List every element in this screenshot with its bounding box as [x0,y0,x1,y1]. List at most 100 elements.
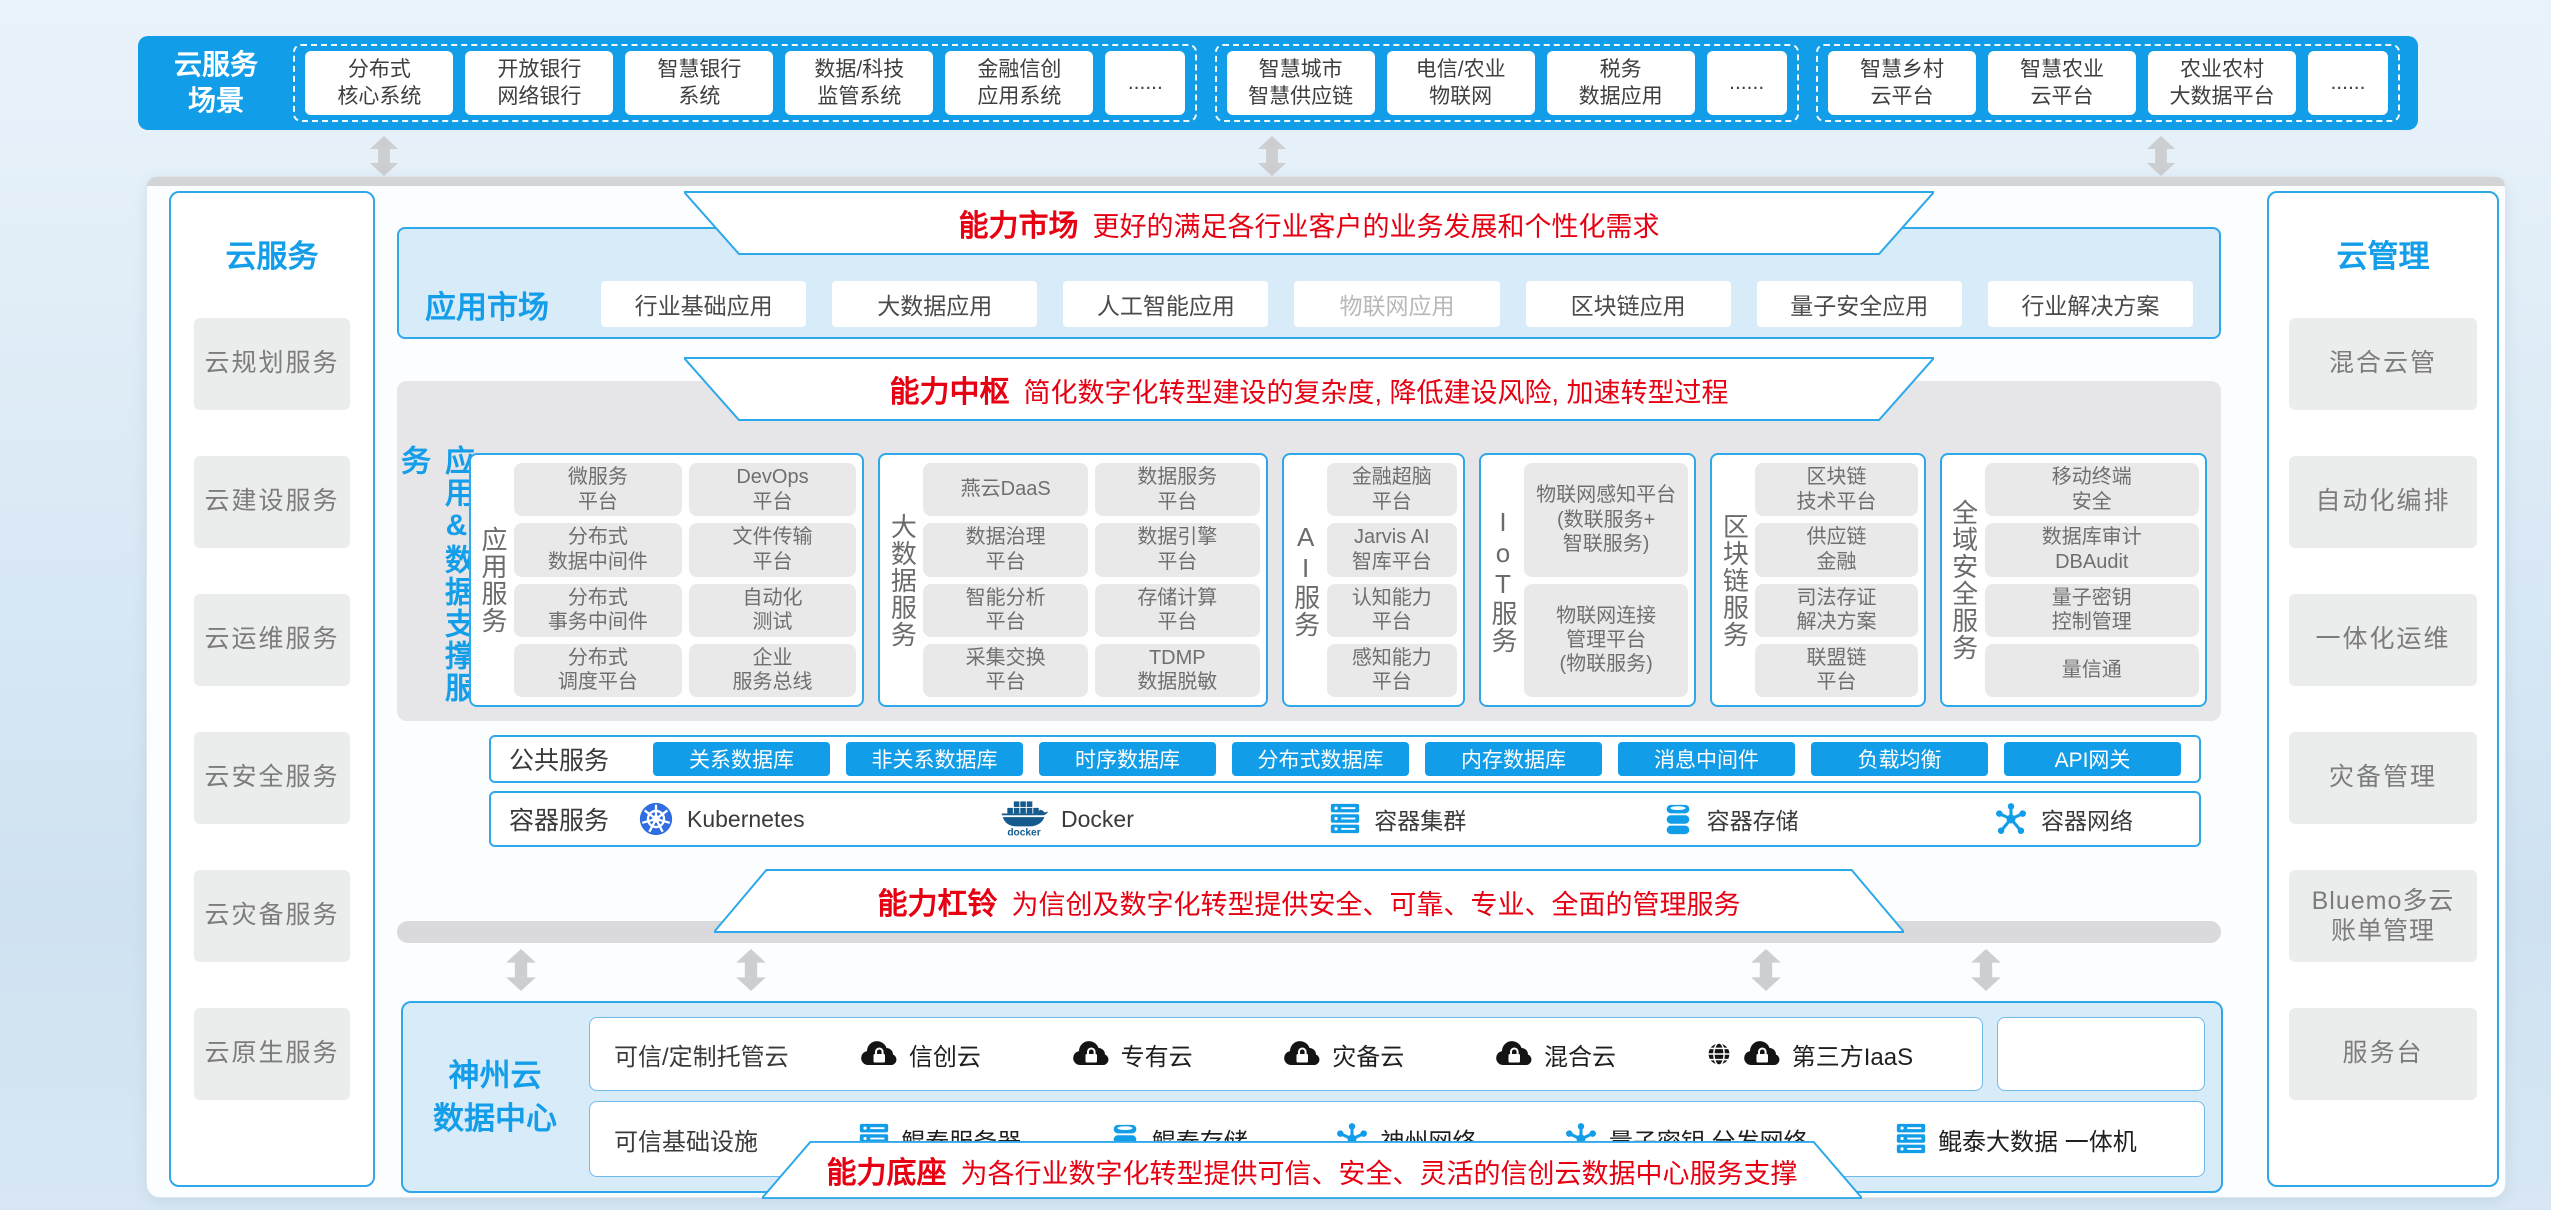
banner-desc: 为各行业数字化转型提供可信、安全、灵活的信创云数据中心服务支撑 [960,1159,1798,1189]
support-services-vertical-label: 应用&数据支撑服务 [396,445,473,704]
container-service-docker: Docker [999,799,1134,839]
public-service-pill: API网关 [2004,742,2181,776]
service-cell: 物联网感知平台 (数联服务+ 智联服务) [1523,463,1689,577]
scenario-chip: 税务 数据应用 [1546,51,1695,115]
managed-cloud-item: 信创云 [859,1037,981,1072]
service-cell-grid: 燕云DaaS 数据服务 平台 数据治理 平台 数据引擎 平台 智能分析 平台 存… [923,463,1260,697]
service-cell: 分布式 事务中间件 [514,583,682,637]
cloud-lock-icon [1742,1040,1782,1068]
service-cell-grid: 微服务 平台 DevOps 平台 分布式 数据中间件 文件传输 平台 分布式 事… [514,463,857,697]
service-cell-grid: 金融超脑 平台 Jarvis AI 智库平台 认知能力 平台 感知能力 平台 [1326,463,1457,697]
public-service-pill: 消息中间件 [1618,742,1795,776]
public-service-pill: 时序数据库 [1039,742,1216,776]
service-column-label: 全域安全服务 [1948,499,1979,661]
service-cell: 金融超脑 平台 [1326,463,1457,517]
service-cell: 智能分析 平台 [923,583,1088,637]
cloud-management-item: 灾备管理 [2289,732,2477,824]
service-cell: 区块链 技术平台 [1755,463,1918,517]
cloud-management-title: 云管理 [2336,239,2430,274]
service-cell: 存储计算 平台 [1094,583,1260,637]
scenario-chip-ellipsis: ...... [1706,51,1787,115]
container-services-items: Kubernetes Docker 容器集群 容器存储 容器网络 [637,799,2181,839]
public-service-pill: 负载均衡 [1811,742,1988,776]
cloud-lock-icon [1071,1040,1111,1068]
managed-cloud-text: 灾备云 [1332,1043,1405,1071]
scenario-chip-ellipsis: ...... [2307,51,2388,115]
managed-cloud-item: 第三方IaaS [1706,1037,1913,1072]
app-market-chip: 大数据应用 [832,281,1038,327]
updown-arrow-icon [1255,136,1289,176]
public-service-pill: 分布式数据库 [1232,742,1409,776]
container-service-storage: 容器存储 [1661,802,1799,836]
infrastructure-text: 鲲泰大数据 一体机 [1938,1128,2137,1156]
service-cell: 移动终端 安全 [1984,463,2199,517]
empty-box [1997,1017,2205,1091]
container-service-cluster: 容器集群 [1328,802,1466,836]
capability-base-text: 能力底座 为各行业数字化转型提供可信、安全、灵活的信创云数据中心服务支撑 [827,1148,1798,1192]
docker-icon [999,799,1049,839]
managed-cloud-item: 灾备云 [1282,1037,1404,1072]
scenario-bar: 云服务 场景 分布式 核心系统 开放银行 网络银行 智慧银行 系统 数据/科技 … [138,36,2418,130]
cloud-service-item: 云安全服务 [194,732,350,824]
service-cell: 分布式 数据中间件 [514,523,682,577]
updown-arrow-icon [367,136,401,176]
scenario-chip: 分布式 核心系统 [305,51,454,115]
service-column-label: 大数据服务 [887,512,918,648]
app-market-label: 应用市场 [425,289,549,325]
cloud-management-item: Bluemo多云 账单管理 [2289,870,2477,962]
container-services-label: 容器服务 [509,807,610,835]
public-service-pill: 非关系数据库 [846,742,1023,776]
infrastructure-item: 鲲泰大数据 一体机 [1894,1122,2137,1157]
service-column-label: AI服务 [1290,522,1321,638]
app-market-chip: 物联网应用 [1294,281,1500,327]
updown-arrow-icon [735,949,767,991]
scenario-chip: 金融信创 应用系统 [945,51,1094,115]
container-service-text: 容器存储 [1706,808,1799,834]
capability-hub-banner: 能力中枢 简化数字化转型建设的复杂度, 降低建设风险, 加速转型过程 [684,357,1934,421]
service-cell: 联盟链 平台 [1755,643,1918,697]
datacenter-section: 神州云 数据中心 可信/定制托管云 信创云 专有云 [401,1001,2223,1193]
managed-cloud-text: 混合云 [1544,1043,1617,1071]
service-cell: DevOps 平台 [688,463,857,517]
banner-title: 能力市场 [958,210,1079,243]
scenario-chip: 农业农村 大数据平台 [2147,51,2296,115]
public-service-pill: 内存数据库 [1425,742,1602,776]
cloud-service-item: 云原生服务 [194,1008,350,1100]
service-cell: 数据治理 平台 [923,523,1088,577]
service-cell: 自动化 测试 [688,583,857,637]
infrastructure-label: 可信基础设施 [614,1128,758,1156]
cloud-management-item: 混合云管 [2289,318,2477,410]
service-columns: 应用服务 微服务 平台 DevOps 平台 分布式 数据中间件 文件传输 平台 … [469,453,2207,707]
scenario-group-agriculture: 智慧乡村 云平台 智慧农业 云平台 农业农村 大数据平台 ...... [1815,44,2400,122]
managed-cloud-item: 混合云 [1494,1037,1616,1072]
app-market-chip: 量子安全应用 [1756,281,1962,327]
managed-cloud-items: 信创云 专有云 灾备云 [814,1037,1958,1072]
scenario-chip: 开放银行 网络银行 [465,51,614,115]
service-cell: 分布式 调度平台 [514,643,682,697]
cloud-services-list: 云规划服务 云建设服务 云运维服务 云安全服务 云灾备服务 云原生服务 [194,318,350,1100]
service-cell: 微服务 平台 [514,463,682,517]
service-cell: Jarvis AI 智库平台 [1326,523,1457,577]
service-cell: 认知能力 平台 [1326,583,1457,637]
container-service-text: Kubernetes [687,805,805,832]
banner-title: 能力底座 [826,1157,947,1190]
capability-hub-section: 能力中枢 简化数字化转型建设的复杂度, 降低建设风险, 加速转型过程 应用&数据支… [396,381,2221,721]
server-icon [1328,802,1362,836]
main-panel: 云服务 云规划服务 云建设服务 云运维服务 云安全服务 云灾备服务 云原生服务 … [146,176,2506,1198]
service-column-label: 区块链服务 [1719,512,1750,648]
updown-arrow-icon [1970,949,2002,991]
scenario-chip: 智慧城市 智慧供应链 [1226,51,1375,115]
service-cell: TDMP 数据脱敏 [1094,643,1260,697]
banner-title: 能力中枢 [889,376,1010,409]
cloud-service-item: 云灾备服务 [194,870,350,962]
managed-cloud-label: 可信/定制托管云 [614,1043,789,1071]
cloud-lock-icon [859,1040,899,1068]
datacenter-top-row: 可信/定制托管云 信创云 专有云 [589,1017,2205,1091]
service-cell: 供应链 金融 [1755,523,1918,577]
public-services-label: 公共服务 [509,747,610,775]
banner-desc: 更好的满足各行业客户的业务发展和个性化需求 [1092,212,1660,242]
service-column-label: IoT服务 [1487,506,1518,654]
scenario-group-city: 智慧城市 智慧供应链 电信/农业 物联网 税务 数据应用 ...... [1214,44,1799,122]
service-column-ai: AI服务 金融超脑 平台 Jarvis AI 智库平台 认知能力 平台 感知能力… [1281,453,1465,707]
managed-cloud-text: 第三方IaaS [1791,1043,1914,1071]
